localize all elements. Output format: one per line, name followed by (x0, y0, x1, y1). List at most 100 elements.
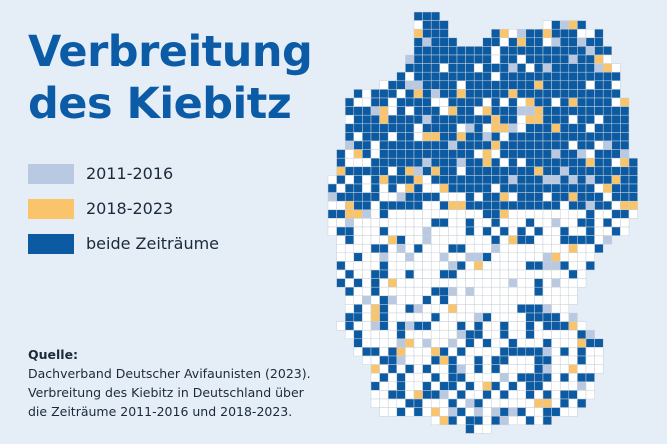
map-cell (559, 97, 570, 107)
map-cell (396, 261, 406, 271)
map-cell (602, 235, 613, 245)
map-cell (559, 123, 570, 133)
map-cell (568, 261, 578, 271)
source-line: die Zeiträume 2011-2016 und 2018-2023. (28, 404, 293, 419)
map-cell (516, 364, 527, 374)
map-cell (542, 312, 552, 322)
map-cell (422, 329, 432, 340)
map-cell (568, 235, 578, 245)
map-cell (594, 89, 604, 99)
map-cell (465, 209, 475, 219)
map-cell (491, 338, 501, 348)
map-cell (568, 54, 578, 64)
map-cell (525, 381, 535, 391)
map-cell (396, 218, 406, 228)
legend-swatch (28, 163, 74, 184)
map-cell (422, 321, 432, 331)
map-cell (602, 218, 613, 228)
map-cell (508, 269, 518, 279)
map-cell (499, 183, 509, 193)
map-cell (327, 183, 337, 193)
map-cell (516, 183, 527, 193)
map-cell (620, 192, 630, 202)
map-cell (534, 364, 544, 374)
map-cell (620, 149, 630, 159)
map-cell (491, 312, 501, 322)
map-cell (568, 243, 578, 254)
map-cell (577, 71, 587, 82)
map-cell (448, 80, 458, 90)
map-cell (370, 218, 380, 228)
map-cell (396, 183, 406, 193)
map-cell (482, 123, 492, 133)
map-cell (534, 114, 544, 125)
map-cell (396, 338, 406, 348)
map-cell (370, 261, 380, 271)
map-cell (370, 278, 380, 288)
map-cell (542, 372, 552, 383)
map-cell (353, 304, 363, 314)
map-cell (473, 312, 484, 322)
map-cell (405, 89, 415, 99)
map-cell (525, 28, 535, 39)
map-cell (525, 114, 535, 125)
map-cell (327, 200, 337, 211)
map-cell (491, 192, 501, 202)
map-cell (516, 235, 527, 245)
map-cell (499, 80, 509, 90)
map-cell (353, 218, 363, 228)
map-cell (559, 183, 570, 193)
map-cell (542, 166, 552, 176)
map-cell (482, 80, 492, 90)
map-cell (491, 132, 501, 142)
map-cell (413, 347, 423, 357)
map-cell (439, 149, 449, 159)
map-cell (430, 338, 441, 348)
map-cell (430, 286, 441, 297)
map-cell (508, 123, 518, 133)
map-cell (611, 132, 621, 142)
map-cell (413, 46, 423, 56)
map-cell (559, 312, 570, 322)
map-cell (499, 192, 509, 202)
map-cell (499, 338, 509, 348)
map-cell (525, 123, 535, 133)
map-cell (456, 390, 466, 400)
map-cell (422, 398, 432, 408)
map-cell (387, 209, 398, 219)
map-cell (559, 304, 570, 314)
map-cell (405, 398, 415, 408)
map-cell (344, 149, 355, 159)
map-cell (456, 114, 466, 125)
map-cell (473, 140, 484, 150)
map-cell (473, 54, 484, 64)
map-cell (585, 54, 595, 64)
map-cell (379, 304, 389, 314)
map-cell (430, 89, 441, 99)
map-cell (499, 209, 509, 219)
map-cell (439, 381, 449, 391)
map-cell (362, 321, 372, 331)
map-cell (482, 286, 492, 297)
map-cell (499, 355, 509, 365)
map-cell (456, 243, 466, 254)
map-cell (577, 46, 587, 56)
map-cell (405, 304, 415, 314)
map-cell (508, 338, 518, 348)
map-cell (611, 71, 621, 82)
map-cell (525, 278, 535, 288)
map-cell (491, 252, 501, 262)
map-cell (422, 106, 432, 116)
map-cell (396, 252, 406, 262)
map-cell (602, 175, 613, 185)
map-cell (379, 166, 389, 176)
map-cell (379, 347, 389, 357)
map-cell (456, 80, 466, 90)
map-cell (482, 355, 492, 365)
map-cell (448, 398, 458, 408)
map-cell (594, 338, 604, 348)
map-cell (534, 304, 544, 314)
map-cell (525, 175, 535, 185)
map-cell (551, 295, 561, 305)
map-cell (448, 63, 458, 73)
